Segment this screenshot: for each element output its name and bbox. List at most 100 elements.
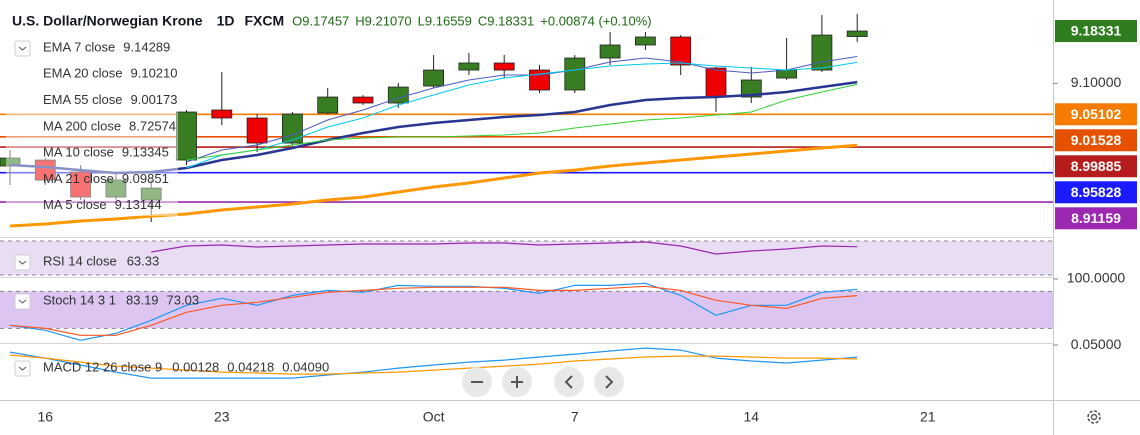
indicator-line xyxy=(186,56,858,163)
stoch-toggle[interactable] xyxy=(14,293,31,310)
candle-body xyxy=(564,57,586,91)
source: FXCM xyxy=(245,13,285,29)
pane-legend-value: 83.19 xyxy=(126,292,159,307)
price-label: 9.01528 xyxy=(1055,129,1137,152)
toggle-chevron xyxy=(18,299,27,304)
y-tick-label: 9.10000 xyxy=(1071,74,1122,90)
candles xyxy=(0,13,868,223)
candle-body xyxy=(776,69,797,79)
price-label-box xyxy=(1055,207,1137,230)
candle-body xyxy=(317,96,339,114)
price-label-box xyxy=(1055,181,1137,204)
price-lines xyxy=(0,113,1053,203)
settings-button[interactable] xyxy=(1087,410,1101,424)
indicator-line xyxy=(9,143,858,228)
x-tick-label: Oct xyxy=(423,409,445,425)
symbol-title: U.S. Dollar/Norwegian Krone xyxy=(12,13,203,29)
toggle-box[interactable] xyxy=(14,360,31,377)
indicator-line xyxy=(186,61,858,169)
candle-body xyxy=(70,171,91,198)
y-tick-label: 0.05000 xyxy=(1071,336,1122,352)
plus-icon xyxy=(511,376,523,388)
candle-body xyxy=(34,159,56,181)
toggle-chevron xyxy=(18,260,27,265)
candle-body xyxy=(211,109,233,119)
candle-body xyxy=(811,34,833,71)
price-label-text: 8.91159 xyxy=(1071,210,1121,226)
price-label: 8.95828 xyxy=(1055,181,1137,204)
change: +0.00874 (+0.10%) xyxy=(540,13,651,28)
button-bg[interactable] xyxy=(554,367,584,397)
legend-value: 9.14289 xyxy=(123,39,170,54)
legend-toggle[interactable] xyxy=(14,40,31,57)
price-label-box xyxy=(1055,129,1137,152)
candle-body xyxy=(740,79,762,98)
candle-body xyxy=(246,117,268,144)
scroll-left-button[interactable] xyxy=(554,367,584,397)
pane-legend-name: RSI 14 close xyxy=(43,253,117,268)
price-label-box xyxy=(1055,103,1137,126)
x-tick-label: 21 xyxy=(920,409,936,425)
toggle-chevron xyxy=(18,46,27,51)
legend-value: 9.10210 xyxy=(131,66,178,81)
toggle-box[interactable] xyxy=(14,254,31,271)
button-bg[interactable] xyxy=(594,367,624,397)
macd-toggle[interactable] xyxy=(14,360,31,377)
candle-body xyxy=(493,62,515,71)
scroll-right-button[interactable] xyxy=(594,367,624,397)
indicator-line xyxy=(151,241,858,255)
pane-legend-name: Stoch 14 3 1 xyxy=(43,292,116,307)
ohlc-high: H9.21070 xyxy=(355,13,411,28)
price-label-text: 9.05102 xyxy=(1071,106,1122,122)
legend-name: EMA 55 close xyxy=(43,92,123,107)
price-label-box xyxy=(1055,155,1137,178)
pane-legend-value: 0.00128 xyxy=(172,359,219,374)
zoom-in-button[interactable] xyxy=(502,367,532,397)
header: U.S. Dollar/Norwegian Krone 1D FXCM O9.1… xyxy=(12,13,652,29)
zoom-out-button[interactable] xyxy=(462,367,492,397)
rsi-toggle[interactable] xyxy=(14,254,31,271)
indicator-line xyxy=(9,354,858,375)
legend-value: 9.13144 xyxy=(115,197,162,212)
right-icon xyxy=(605,375,614,389)
candle-body xyxy=(140,187,162,201)
price-label-text: 8.99885 xyxy=(1071,158,1122,174)
candle-body xyxy=(670,36,692,66)
pane-legend-value: 73.03 xyxy=(167,292,200,307)
indicator-lines xyxy=(9,56,858,379)
candle-body xyxy=(281,113,303,144)
gear-teeth[interactable] xyxy=(1087,410,1101,424)
axes: 16 23 Oct 7 14 21 9.10000 9.18331 9.05102 9.01528… xyxy=(38,20,1137,425)
left-icon xyxy=(564,375,573,389)
ohlc-low: L9.16559 xyxy=(418,13,472,28)
pane-legend-value: 63.33 xyxy=(127,253,160,268)
price-label: 9.05102 xyxy=(1055,103,1137,126)
indicator-line xyxy=(9,80,858,175)
price-label-text: 8.95828 xyxy=(1071,184,1122,200)
indicator-line xyxy=(9,282,858,341)
candle-body xyxy=(352,96,374,104)
candle-body xyxy=(705,67,727,98)
legend-name: MA 200 close xyxy=(43,118,121,133)
legend-name: MA 10 close xyxy=(43,145,114,160)
candle-body xyxy=(599,44,621,59)
legend-value: 8.72574 xyxy=(129,118,176,133)
x-tick-label: 14 xyxy=(744,409,760,425)
toggle-box[interactable] xyxy=(14,40,31,57)
candle-body xyxy=(846,30,868,37)
band xyxy=(0,241,1053,275)
toggle-box[interactable] xyxy=(14,293,31,310)
interval[interactable]: 1D xyxy=(217,13,235,29)
price-label-box xyxy=(1055,20,1137,43)
x-tick-label: 7 xyxy=(571,409,579,425)
candle-body xyxy=(458,62,480,71)
legend-veil xyxy=(6,36,178,216)
legend-value: 9.00173 xyxy=(131,92,178,107)
indicator-line xyxy=(186,83,858,161)
x-tick-label: 16 xyxy=(38,409,54,425)
pane-legend-value: 0.04090 xyxy=(282,359,329,374)
x-tick-label: 23 xyxy=(214,409,230,425)
legend-value: 9.13345 xyxy=(122,145,169,160)
